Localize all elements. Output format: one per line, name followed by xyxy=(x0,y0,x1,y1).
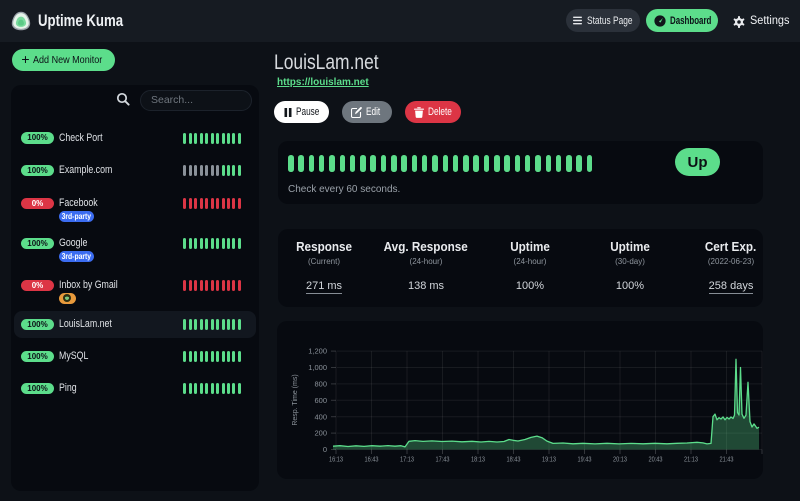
svg-text:17:13: 17:13 xyxy=(400,455,414,464)
svg-text:17:43: 17:43 xyxy=(436,455,450,464)
svg-text:800: 800 xyxy=(314,380,327,389)
svg-text:200: 200 xyxy=(314,429,327,438)
svg-text:20:43: 20:43 xyxy=(649,455,663,464)
svg-text:19:43: 19:43 xyxy=(578,455,592,464)
svg-text:0: 0 xyxy=(323,445,327,454)
svg-text:600: 600 xyxy=(314,396,327,405)
svg-text:21:13: 21:13 xyxy=(684,455,698,464)
svg-text:Resp. Time (ms): Resp. Time (ms) xyxy=(292,374,299,425)
svg-text:20:13: 20:13 xyxy=(613,455,627,464)
svg-text:18:13: 18:13 xyxy=(471,455,485,464)
svg-text:16:43: 16:43 xyxy=(365,455,379,464)
svg-text:16:13: 16:13 xyxy=(329,455,343,464)
svg-text:1,000: 1,000 xyxy=(308,363,327,372)
svg-text:400: 400 xyxy=(314,412,327,421)
svg-text:1,200: 1,200 xyxy=(308,347,327,356)
svg-text:19:13: 19:13 xyxy=(542,455,556,464)
svg-text:18:43: 18:43 xyxy=(507,455,521,464)
svg-text:21:43: 21:43 xyxy=(720,455,734,464)
